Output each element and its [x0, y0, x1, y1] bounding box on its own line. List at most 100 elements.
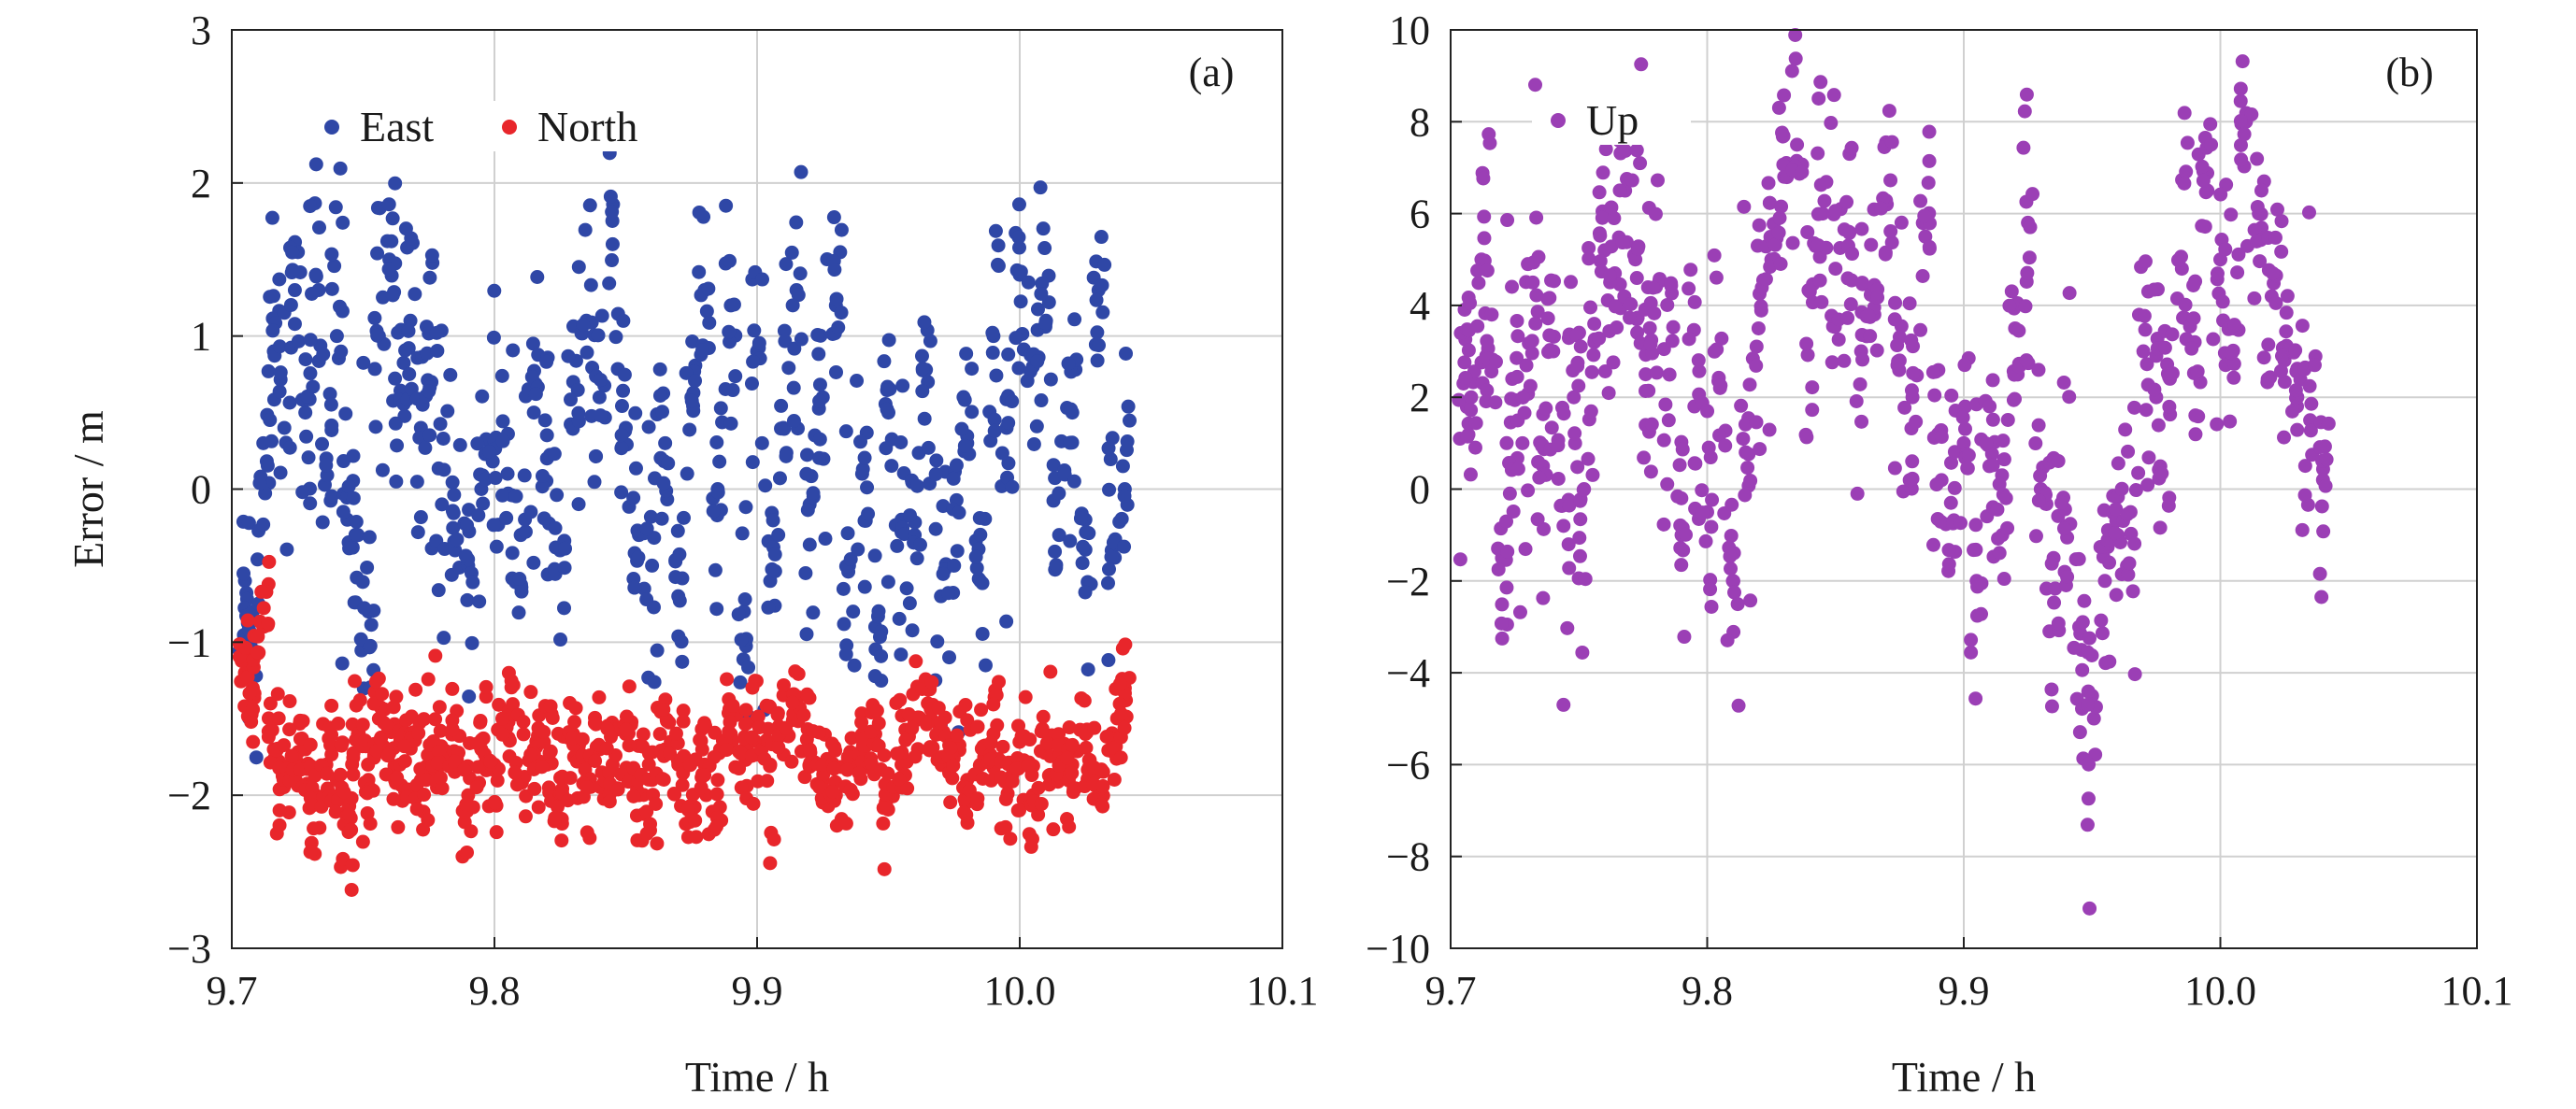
data-point: [2031, 418, 2046, 433]
data-point: [2244, 107, 2259, 122]
data-point: [1038, 316, 1053, 331]
data-point: [2307, 358, 2322, 373]
data-point: [537, 511, 551, 526]
data-point: [1113, 750, 1128, 765]
data-point: [465, 635, 479, 650]
data-point: [2297, 459, 2312, 474]
data-point: [391, 819, 406, 834]
data-point: [1730, 597, 1745, 612]
x-tick-label: 10.0: [2184, 968, 2256, 1014]
series-east: [232, 104, 1138, 765]
data-point: [1488, 395, 1503, 410]
data-point: [2224, 346, 2239, 361]
data-point: [421, 813, 436, 828]
data-point: [876, 816, 891, 831]
data-point: [1687, 294, 1702, 309]
data-point: [1643, 464, 1658, 479]
data-point: [1610, 320, 1624, 335]
data-point: [561, 793, 576, 808]
data-point: [626, 491, 641, 505]
data-point: [2138, 322, 2153, 337]
data-point: [2274, 348, 2289, 363]
y-tick-label: 8: [1410, 99, 1430, 145]
data-point: [785, 695, 800, 710]
data-point: [1844, 273, 1859, 288]
data-point: [1718, 438, 1733, 453]
data-point: [826, 761, 841, 776]
data-point: [608, 330, 623, 345]
data-point: [815, 757, 830, 772]
data-point: [2177, 176, 2192, 191]
data-point: [829, 364, 844, 379]
data-point: [826, 210, 841, 225]
data-point: [303, 737, 318, 752]
data-point: [1831, 332, 1846, 347]
data-point: [1515, 435, 1530, 450]
data-point: [627, 580, 642, 595]
data-point: [355, 718, 370, 732]
data-point: [777, 323, 792, 338]
data-point: [1452, 392, 1467, 407]
data-point: [262, 554, 277, 569]
data-point: [877, 861, 892, 876]
data-point: [2127, 536, 2142, 551]
x-tick-label: 10.1: [2441, 968, 2513, 1014]
data-point: [2193, 375, 2208, 390]
data-point: [871, 716, 886, 731]
data-point: [556, 601, 571, 616]
data-point: [517, 468, 532, 483]
data-point: [329, 329, 344, 344]
data-point: [487, 283, 502, 298]
data-point: [1009, 331, 1023, 346]
data-point: [2108, 526, 2123, 541]
data-point: [567, 715, 582, 730]
data-point: [473, 715, 488, 730]
data-point: [694, 343, 709, 358]
data-point: [636, 727, 651, 742]
data-point: [1078, 585, 1093, 600]
data-point: [1736, 432, 1751, 447]
data-point: [905, 623, 920, 638]
data-point: [1618, 143, 1633, 158]
data-point: [1753, 442, 1767, 457]
data-point: [1839, 194, 1854, 209]
data-point: [973, 527, 988, 542]
data-point: [2056, 375, 2071, 390]
data-point: [258, 486, 273, 501]
data-point: [781, 361, 796, 376]
data-point: [2109, 502, 2124, 517]
data-point: [422, 384, 436, 399]
data-point: [1944, 455, 1959, 470]
data-point: [390, 771, 405, 786]
data-point: [789, 215, 804, 230]
data-point: [987, 412, 1002, 427]
data-point: [1664, 276, 1679, 291]
data-point: [1079, 525, 1094, 540]
data-point: [1502, 486, 1517, 501]
data-point: [734, 633, 749, 647]
data-point: [991, 259, 1006, 274]
data-point: [1825, 355, 1839, 370]
data-point: [2028, 436, 2043, 451]
data-point: [812, 780, 827, 795]
legend-marker-up: [1551, 113, 1566, 128]
data-point: [1991, 531, 2006, 546]
data-point: [912, 537, 927, 552]
data-point: [639, 521, 654, 536]
data-point: [909, 654, 923, 669]
data-point: [476, 496, 491, 511]
data-point: [593, 373, 608, 388]
data-point: [1484, 364, 1499, 379]
y-tick-label: 10: [1389, 7, 1430, 53]
data-point: [1799, 336, 1814, 351]
data-point: [791, 288, 806, 303]
data-point: [315, 515, 330, 530]
data-point: [303, 333, 318, 348]
data-point: [298, 405, 313, 420]
data-point: [1957, 399, 1972, 414]
data-point: [591, 328, 606, 343]
data-point: [396, 355, 411, 370]
data-point: [733, 675, 748, 690]
data-point: [1460, 429, 1475, 444]
data-point: [2165, 366, 2180, 381]
